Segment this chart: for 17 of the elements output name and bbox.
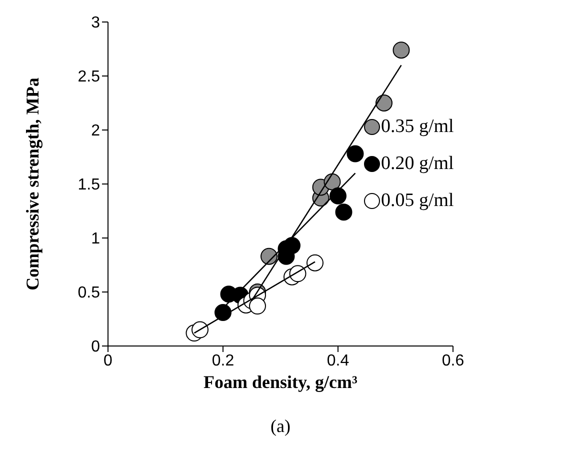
legend-label: 0.35 g/ml bbox=[381, 116, 454, 138]
y-tick-label: 0 bbox=[91, 338, 100, 356]
y-tick-label: 2.5 bbox=[78, 68, 100, 86]
legend-label: 0.05 g/ml bbox=[381, 190, 454, 212]
y-tick-label: 2 bbox=[91, 122, 100, 140]
x-tick-label: 0.6 bbox=[442, 352, 464, 370]
x-tick-label: 0.2 bbox=[212, 352, 234, 370]
y-axis-title: Compressive strength, MPa bbox=[22, 78, 42, 290]
x-tick-label: 0.4 bbox=[326, 352, 350, 370]
y-tick-label: 0.5 bbox=[78, 284, 100, 302]
x-tick-label: 0 bbox=[104, 352, 113, 370]
legend-label: 0.20 g/ml bbox=[381, 152, 454, 174]
text: (a) bbox=[270, 416, 292, 437]
y-tick-label: 3 bbox=[91, 14, 100, 32]
y-tick-label: 1 bbox=[91, 230, 100, 248]
x-axis-title: Foam density, g/cm³ bbox=[204, 372, 358, 392]
y-tick-label: 1.5 bbox=[78, 176, 100, 194]
